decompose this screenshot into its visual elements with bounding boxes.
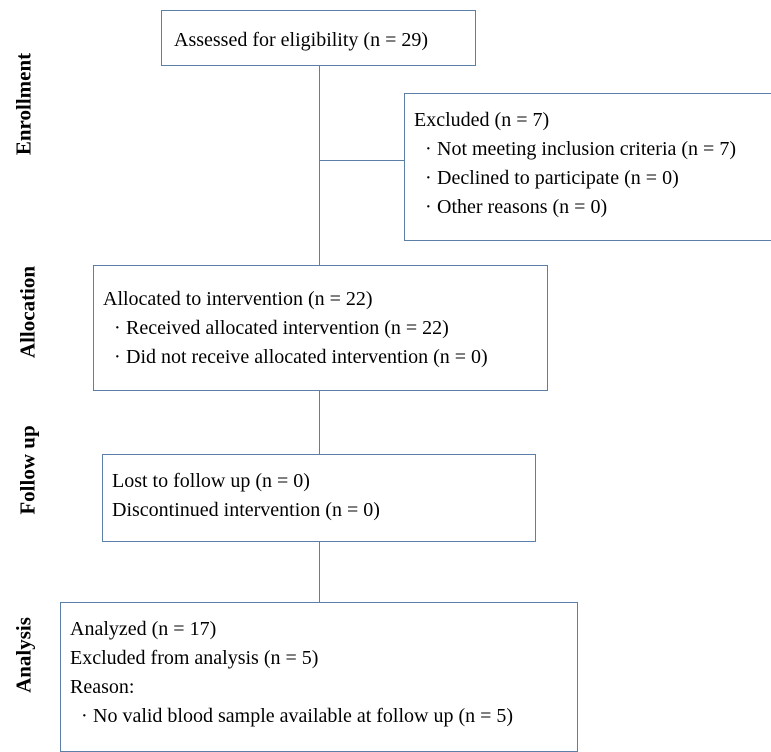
phase-follow-up-text: Follow up [15,425,40,515]
follow-up-line: Lost to follow up (n = 0) [112,470,310,492]
phase-enrollment-text: Enrollment [11,52,36,156]
excluded-item: Declined to participate (n = 0) [414,164,771,193]
follow-up-line: Discontinued intervention (n = 0) [112,499,380,521]
excluded-item: Not meeting inclusion criteria (n = 7) [414,135,771,164]
analysis-line: Analyzed (n = 17) [70,618,217,640]
connector-followup-analysis [319,541,321,603]
connector-main-upper [319,66,321,266]
analysis-line: Reason: [70,676,135,698]
analysis-box: Analyzed (n = 17) Excluded from analysis… [60,602,578,752]
excluded-title: Excluded (n = 7) [414,109,550,131]
excluded-item: Other reasons (n = 0) [414,193,771,222]
eligibility-text: Assessed for eligibility (n = 29) [174,29,429,51]
analysis-item: No valid blood sample available at follo… [70,702,577,731]
phase-analysis-text: Analysis [11,617,36,693]
allocation-item: Received allocated intervention (n = 22) [103,314,547,343]
allocation-box: Allocated to intervention (n = 22) Recei… [93,265,548,391]
connector-allocation-followup [319,390,321,455]
allocation-title: Allocated to intervention (n = 22) [103,288,373,310]
excluded-box: Excluded (n = 7) Not meeting inclusion c… [404,93,771,241]
allocation-item: Did not receive allocated intervention (… [103,343,547,372]
follow-up-box: Lost to follow up (n = 0) Discontinued i… [102,454,536,542]
phase-allocation-text: Allocation [15,265,40,359]
connector-to-excluded [319,160,405,162]
analysis-line: Excluded from analysis (n = 5) [70,647,319,669]
eligibility-box: Assessed for eligibility (n = 29) [161,10,476,66]
